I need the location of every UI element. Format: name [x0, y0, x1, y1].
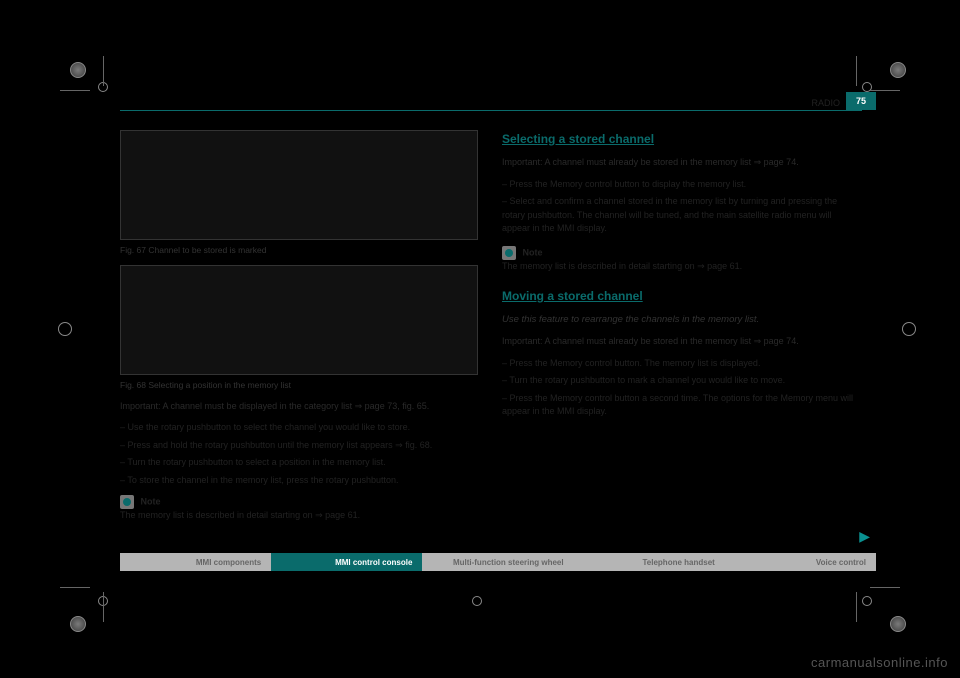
s1-step2: – Select and confirm a channel stored in…: [502, 195, 860, 236]
note-text-2: The memory list is described in detail s…: [502, 260, 860, 274]
page-number-tab: 75: [846, 92, 876, 110]
crop-line: [103, 592, 104, 622]
s1-intro: Important: A channel must already be sto…: [502, 156, 860, 170]
crop-line: [103, 56, 104, 86]
continue-arrow-icon: ▶: [859, 528, 870, 545]
note-block-2: Note: [502, 246, 860, 260]
s2-subtitle: Use this feature to rearrange the channe…: [502, 313, 860, 327]
intro-text: Important: A channel must be displayed i…: [120, 400, 478, 414]
crop-line: [60, 90, 90, 91]
note-body: The memory list is described in detail s…: [120, 510, 360, 520]
note-label: Note: [141, 496, 161, 506]
header-rule: [120, 110, 862, 111]
header-section: RADIO: [811, 98, 840, 108]
info-icon: [502, 246, 516, 260]
s2-step2: – Turn the rotary pushbutton to mark a c…: [502, 374, 860, 388]
figure-68: [120, 265, 478, 375]
note-body-2: The memory list is described in detail s…: [502, 261, 742, 271]
step-3: – Turn the rotary pushbutton to select a…: [120, 456, 478, 470]
crop-line: [60, 587, 90, 588]
nav-mmi-console: MMI control console: [271, 553, 422, 571]
watermark: carmanualsonline.info: [811, 655, 948, 670]
figure-67-caption: Fig. 67 Channel to be stored is marked: [120, 244, 478, 257]
s2-step1: – Press the Memory control button. The m…: [502, 357, 860, 371]
s2-step3: – Press the Memory control button a seco…: [502, 392, 860, 419]
crop-line: [856, 56, 857, 86]
note-block: Note: [120, 495, 478, 509]
s1-step1: – Press the Memory control button to dis…: [502, 178, 860, 192]
left-column: Fig. 67 Channel to be stored is marked F…: [120, 130, 478, 531]
note-label-2: Note: [523, 247, 543, 257]
nav-voice: Voice control: [725, 553, 876, 571]
figure-67: [120, 130, 478, 240]
note-text: The memory list is described in detail s…: [120, 509, 478, 523]
bottom-nav: MMI components MMI control console Multi…: [120, 553, 876, 571]
step-1: – Use the rotary pushbutton to select th…: [120, 421, 478, 435]
info-icon: [120, 495, 134, 509]
step-2: – Press and hold the rotary pushbutton u…: [120, 439, 478, 453]
step-4: – To store the channel in the memory lis…: [120, 474, 478, 488]
section-moving-title: Moving a stored channel: [502, 287, 860, 305]
nav-telephone: Telephone handset: [574, 553, 725, 571]
content-area: Fig. 67 Channel to be stored is marked F…: [120, 130, 860, 531]
s2-intro: Important: A channel must already be sto…: [502, 335, 860, 349]
crop-line: [856, 592, 857, 622]
section-selecting-title: Selecting a stored channel: [502, 130, 860, 148]
right-column: Selecting a stored channel Important: A …: [502, 130, 860, 531]
crop-line: [870, 587, 900, 588]
nav-mmi-components: MMI components: [120, 553, 271, 571]
nav-steering-wheel: Multi-function steering wheel: [422, 553, 573, 571]
crop-line: [870, 90, 900, 91]
figure-68-caption: Fig. 68 Selecting a position in the memo…: [120, 379, 478, 392]
